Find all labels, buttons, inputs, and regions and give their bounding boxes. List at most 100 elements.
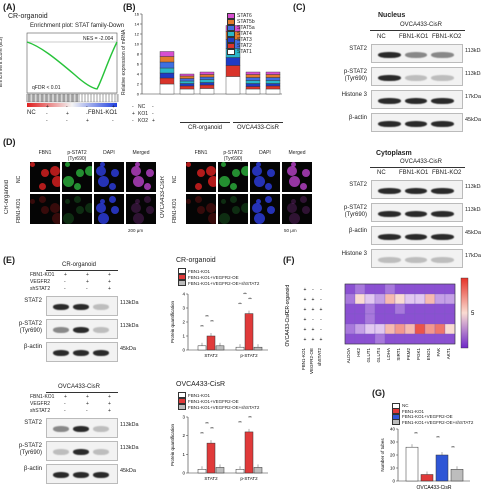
gsea-hit-bars xyxy=(26,93,118,103)
chart-b-bar-stat6 xyxy=(199,71,215,75)
chart-b-ytick-label: 2 xyxy=(137,82,140,87)
chart-e-legend-swatch xyxy=(178,274,186,280)
heatmap-cell xyxy=(354,323,366,335)
treatment-row: VEGFR2 - + + xyxy=(8,401,118,408)
chart-g-ytick-label: 30 xyxy=(390,440,396,445)
chart-b-treatment-mark: + xyxy=(66,111,69,117)
micrograph-tile xyxy=(62,194,92,224)
chart-e-legend-item: FBN1-KO1+VEGFR2-OE+shSTAT2 xyxy=(178,404,259,410)
panel-c-label: (C) xyxy=(293,2,306,12)
heatmap-cell xyxy=(404,303,416,315)
chart-b-treatment-label: KO2 xyxy=(138,118,149,124)
chart-e-legend-label: FBN1-KO1+VEGFR2-OE xyxy=(188,398,239,404)
chart-g-legend-item: FBN1-KO1+VEGFR2-OE+shSTAT2 xyxy=(392,419,474,426)
blot-band xyxy=(93,350,109,356)
heatmap-cell xyxy=(364,323,376,335)
heatmap-gene-label: ALDOA xyxy=(346,348,351,363)
panel-c-cytoplasm-cell-line: OVCA433-CisR xyxy=(400,159,443,165)
chart-b-legend-swatch xyxy=(227,31,235,37)
heatmap-cell xyxy=(404,293,416,305)
micrograph-cell xyxy=(232,169,240,177)
heatmap-cell xyxy=(384,283,396,295)
micrograph-cell xyxy=(63,213,74,224)
blot-band xyxy=(378,97,401,104)
chart-b-ytick-label: 8 xyxy=(137,52,140,57)
treatment-mark: + xyxy=(108,286,111,292)
chart-b-bar-stat2 xyxy=(179,85,195,90)
heatmap-treatment-mark: + xyxy=(320,337,323,343)
chart-b-legend-label: STAT5b xyxy=(237,19,255,25)
micrograph-tile xyxy=(186,194,216,224)
blot-size-label: 17kDa xyxy=(465,94,481,100)
chart-b-bar-stat1 xyxy=(225,76,241,95)
gsea-rank-bar xyxy=(27,103,117,107)
blot-strip xyxy=(371,226,463,245)
blot-band xyxy=(93,449,109,455)
treatment-label: FBN1-KO1 xyxy=(30,272,55,278)
micrograph-cell xyxy=(98,213,109,224)
chart-g-sig: ** xyxy=(436,435,440,440)
micrograph-cell xyxy=(206,166,216,176)
micrograph-cell xyxy=(195,196,202,203)
blot-size-label: 45kDa xyxy=(120,468,136,474)
chart-e-legend-item: FBN1-KO1 xyxy=(178,268,259,274)
blot-band xyxy=(53,327,69,333)
chart-b-legend-label: STAT4 xyxy=(237,31,252,37)
chart-e-bar xyxy=(235,346,245,351)
chart-g-ylabel: Number of tubes xyxy=(380,438,385,472)
chart-e-ytick-label: 1 xyxy=(182,452,185,457)
chart-b-legend-item: STAT1 xyxy=(227,49,255,55)
chart-b-bar-stat3 xyxy=(179,83,195,87)
treatment-label: shSTAT2 xyxy=(30,286,51,292)
gsea-ylabel: Enrichment score (ES) xyxy=(0,36,4,88)
chart-b-ytick-label: 16 xyxy=(135,12,140,17)
heatmap-cell xyxy=(394,313,406,325)
blot-band xyxy=(53,426,69,432)
micrograph-cell xyxy=(267,206,275,214)
chart-e-legend-swatch xyxy=(178,280,186,286)
micrograph-cell xyxy=(300,196,307,203)
micrograph-cell xyxy=(208,213,216,224)
chart-b-legend-swatch xyxy=(227,13,235,19)
heatmap-cell xyxy=(424,333,436,345)
micrograph-scale-bar xyxy=(140,224,152,225)
micrograph-cell xyxy=(144,196,151,203)
heatmap-row-group: OVCA433-CisR xyxy=(285,311,291,346)
panel-c-nucleus-cell-line: OVCA433-CisR xyxy=(400,22,443,28)
blot-band xyxy=(404,187,428,194)
heatmap-cell xyxy=(344,323,356,335)
treatment-row: shSTAT2 - - + xyxy=(8,286,118,293)
gsea-fdr: qFDR < 0.01 xyxy=(32,85,61,91)
gsea-curve xyxy=(26,41,118,90)
blot-strip xyxy=(371,67,463,86)
chart-e-sig: ** xyxy=(210,426,214,431)
treatment-mark: - xyxy=(64,408,66,414)
blot-row-label: p-STAT2 (Tyr690) xyxy=(343,69,367,82)
chart-e-legend-item: FBN1-KO1 xyxy=(178,392,259,398)
blot-band xyxy=(431,97,454,104)
micrograph-tile xyxy=(218,162,248,192)
micrograph-tile xyxy=(186,162,216,192)
chart-b-treatment-row: KO1- + - - + - xyxy=(46,111,288,118)
chart-e-sig: ** xyxy=(238,420,242,425)
blot-strip xyxy=(46,342,118,362)
chart-e-bar xyxy=(235,469,245,474)
heatmap-gene-label: FAK xyxy=(436,348,441,357)
micrograph-cell xyxy=(232,206,240,214)
chart-g-legend-label: FBN1-KO1+VEGFR2-OE+shSTAT2 xyxy=(402,419,474,425)
blot-band xyxy=(378,233,401,240)
heatmap-row-group: CR-organoid xyxy=(285,285,291,314)
blot-band xyxy=(73,472,89,478)
treatment-mark: + xyxy=(108,401,111,407)
heatmap-cell xyxy=(424,303,436,315)
chart-g-legend-label: NC xyxy=(402,403,409,409)
chart-e-sig: ** xyxy=(200,431,204,436)
chart-b-bar-stat5b xyxy=(245,74,261,78)
panel-c-cyto-lane-3: FBN1-KO2 xyxy=(432,170,462,176)
panel-d-label: (D) xyxy=(3,137,16,147)
micrograph-cell xyxy=(144,183,151,190)
heatmap-cell xyxy=(384,323,396,335)
micrograph-row-label: NC xyxy=(172,175,178,183)
panel-e-label: (E) xyxy=(3,255,15,265)
micrograph-cell xyxy=(30,162,35,167)
